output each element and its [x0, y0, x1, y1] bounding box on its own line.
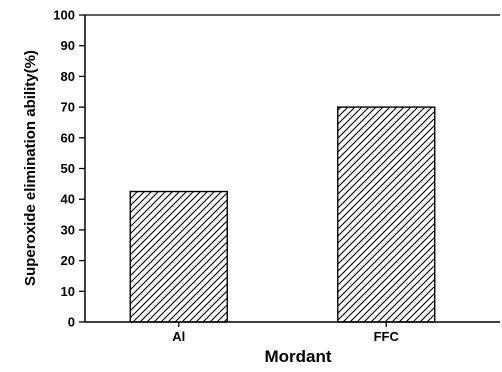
bar-ffc	[337, 106, 436, 323]
axes-layer: 0 10 20 30 40 50 60 70 80 90 100 Al FFC	[53, 8, 500, 344]
y-tick-label: 40	[61, 192, 75, 207]
y-tick-label: 10	[61, 284, 75, 299]
y-tick-label: 80	[61, 69, 75, 84]
y-tick-label: 0	[68, 315, 75, 330]
x-tick-label: Al	[172, 329, 185, 344]
y-tick-label: 70	[61, 100, 75, 115]
bars-layer	[129, 106, 436, 323]
x-axis-title: Mordant	[264, 347, 331, 366]
x-tick-label: FFC	[374, 329, 400, 344]
y-tick-label: 60	[61, 130, 75, 145]
y-tick-label: 50	[61, 161, 75, 176]
y-tick-label: 90	[61, 38, 75, 53]
y-axis-title: Superoxide elimination ability(%)	[22, 50, 39, 286]
y-tick-label: 100	[53, 8, 75, 23]
y-tick-label: 20	[61, 253, 75, 268]
bar-al	[129, 190, 228, 323]
y-tick-label: 30	[61, 222, 75, 237]
